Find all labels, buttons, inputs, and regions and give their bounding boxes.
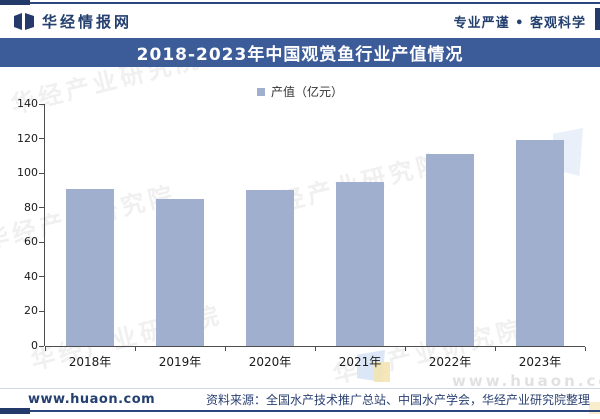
- x-tick-label: 2021年: [338, 355, 382, 369]
- x-axis-line: [45, 346, 585, 347]
- y-tick-mark: [39, 310, 44, 312]
- x-tick-mark: [134, 347, 136, 351]
- x-tick-label: 2019年: [158, 355, 202, 369]
- brand-logo-icon: [14, 12, 34, 30]
- y-tick-mark: [39, 103, 44, 105]
- legend-swatch-icon: [256, 87, 265, 96]
- y-tick-label: 0: [31, 339, 38, 352]
- header: 华经情报网 专业严谨 • 客观科学: [0, 5, 600, 37]
- brand-name: 华经情报网: [42, 12, 133, 31]
- y-tick-label: 20: [24, 304, 38, 318]
- x-tick-mark: [314, 347, 316, 351]
- footer-site-url: www.huaon.com: [28, 392, 156, 407]
- y-tick-mark: [39, 241, 44, 243]
- y-tick-mark: [39, 276, 44, 278]
- y-tick-label: 120: [17, 131, 38, 145]
- title-banner: 2018-2023年中国观赏鱼行业产值情况: [0, 38, 600, 67]
- bar-2022年: [426, 154, 474, 346]
- y-tick-mark: [39, 345, 44, 347]
- y-axis-line: [44, 104, 45, 346]
- footer-source-note: 资料来源：全国水产技术推广总站、中国水产学会，华经产业研究院整理: [205, 393, 590, 407]
- y-tick-label: 80: [24, 200, 38, 214]
- footer-separator: [0, 388, 600, 389]
- bar-2021年: [336, 181, 384, 346]
- bar-2018年: [66, 188, 114, 346]
- chart-title: 2018-2023年中国观赏鱼行业产值情况: [136, 45, 464, 65]
- x-tick-mark: [584, 347, 586, 351]
- y-tick-label: 100: [17, 166, 38, 180]
- header-slogan: 专业严谨 • 客观科学: [453, 15, 586, 31]
- y-tick-mark: [39, 138, 44, 140]
- y-tick-mark: [39, 207, 44, 209]
- header-right-cap: [595, 8, 600, 30]
- x-tick-mark: [224, 347, 226, 351]
- decor-shape: [589, 402, 600, 414]
- chart-legend: 产值（亿元）: [0, 83, 600, 100]
- x-tick-mark: [404, 347, 406, 351]
- y-tick-label: 40: [24, 269, 38, 283]
- brand: 华经情报网: [14, 11, 132, 32]
- bar-2020年: [246, 190, 294, 346]
- decor-shape: [374, 362, 390, 382]
- x-tick-label: 2018年: [68, 355, 112, 369]
- legend-label: 产值（亿元）: [270, 85, 343, 99]
- footer: www.huaon.com 资料来源：全国水产技术推广总站、中国水产学会，华经产…: [0, 389, 600, 410]
- y-tick-mark: [39, 172, 44, 174]
- x-tick-label: 2020年: [248, 355, 292, 369]
- x-tick-mark: [494, 347, 496, 351]
- x-tick-label: 2023年: [518, 355, 562, 369]
- y-tick-label: 60: [24, 235, 38, 249]
- bottom-border-line: [0, 410, 600, 412]
- bar-2019年: [156, 199, 204, 346]
- y-tick-label: 140: [17, 97, 38, 110]
- x-tick-label: 2022年: [428, 355, 472, 369]
- bar-2023年: [516, 140, 564, 346]
- x-tick-mark: [44, 347, 46, 351]
- top-border-line: [0, 2, 600, 4]
- top-left-cap: [0, 0, 30, 5]
- bottom-left-cap: [0, 408, 30, 414]
- watermark-url: www.huaon.com: [452, 372, 600, 390]
